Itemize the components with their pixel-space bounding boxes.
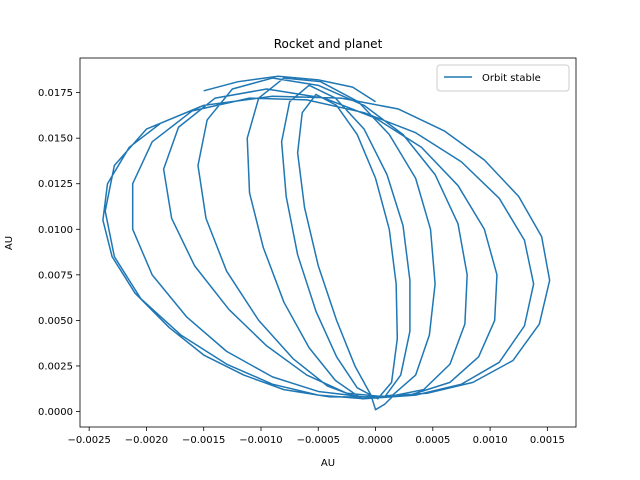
legend-label: Orbit stable — [482, 73, 541, 84]
x-tick-label: 0.0005 — [415, 435, 450, 446]
plot-frame — [79, 57, 577, 428]
x-tick-label: −0.0025 — [67, 435, 110, 446]
x-tick-label: −0.0010 — [239, 435, 282, 446]
y-axis: 0.0000 0.0025 0.0050 0.0075 0.0100 0.0125 0.01… — [38, 88, 80, 418]
y-tick-label: 0.0075 — [38, 270, 73, 281]
series-line-0 — [102, 77, 551, 411]
y-tick-label: 0.0050 — [38, 316, 73, 327]
x-tick-label: −0.0015 — [182, 435, 225, 446]
y-tick-label: 0.0150 — [38, 134, 73, 145]
y-tick-label: 0.0025 — [38, 361, 73, 372]
legend-box — [436, 64, 570, 92]
x-tick-label: 0.0000 — [358, 435, 393, 446]
y-tick-label: 0.0100 — [38, 225, 73, 236]
y-tick-label: 0.0175 — [38, 88, 73, 99]
x-tick-label: 0.0015 — [530, 435, 565, 446]
x-axis-label: AU — [321, 458, 335, 469]
series-line-1 — [203, 75, 376, 103]
x-axis: −0.0025 −0.0020 −0.0015 −0.0010 −0.0005 0.000… — [67, 427, 565, 446]
x-tick-label: −0.0005 — [297, 435, 340, 446]
legend: Orbit stable — [436, 64, 570, 92]
y-axis-label: AU — [4, 236, 15, 250]
x-tick-label: −0.0020 — [125, 435, 168, 446]
x-tick-label: 0.0010 — [473, 435, 508, 446]
y-tick-label: 0.0125 — [38, 179, 73, 190]
y-tick-label: 0.0000 — [38, 407, 73, 418]
plot-lines — [102, 75, 551, 411]
chart-title: Rocket and planet — [274, 37, 383, 51]
